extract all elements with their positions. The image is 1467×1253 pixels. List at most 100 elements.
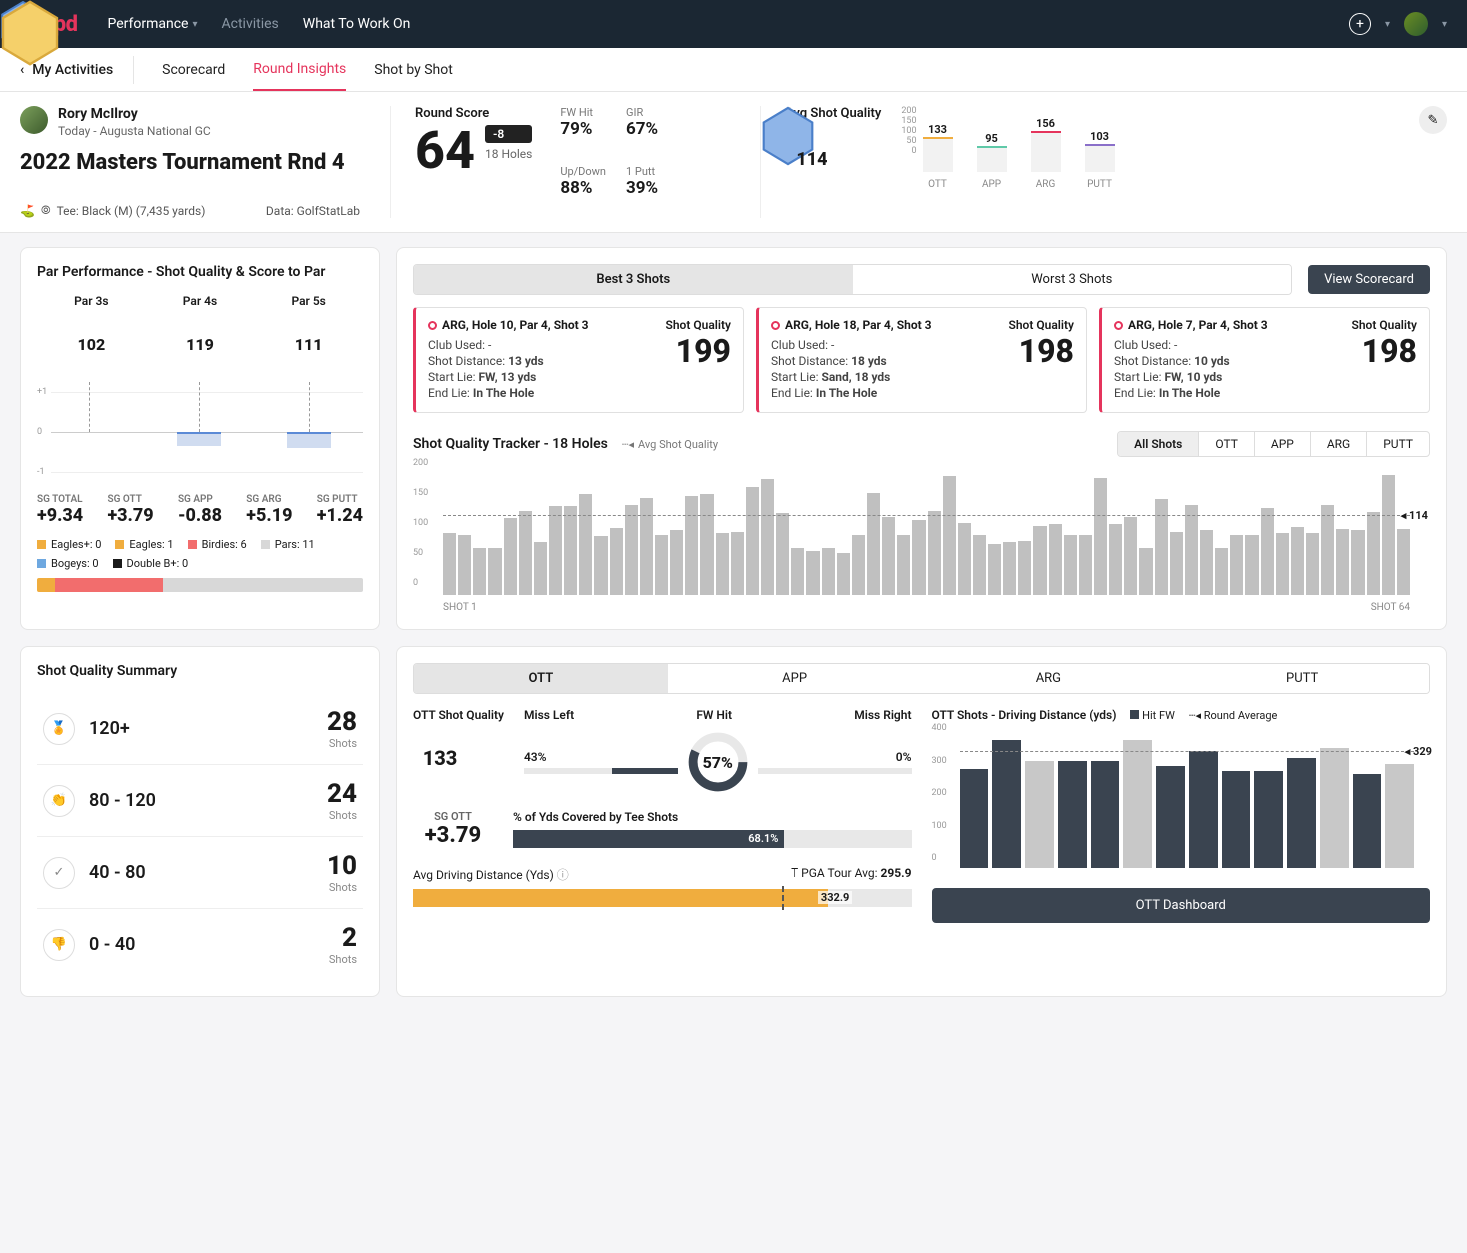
tracker-tab-arg[interactable]: ARG [1311,432,1367,456]
shot-quality-summary-panel: Shot Quality Summary 🏅120+28Shots👏80 - 1… [20,646,380,997]
par-chart: +10-1 [37,382,363,482]
shot-card[interactable]: ARG, Hole 10, Par 4, Shot 3Club Used: -S… [413,307,744,413]
tab-best-shots[interactable]: Best 3 Shots [414,265,853,294]
topbar-right: +▾ ▾ [1349,12,1447,36]
coverage-label: % of Yds Covered by Tee Shots [513,810,912,824]
ott-left-column: OTT Shot Quality 133 Miss Left FW Hit Mi… [413,708,912,923]
ott-dashboard-button[interactable]: OTT Dashboard [932,888,1431,923]
dd-chart: 4003002001000◂ 329 [932,728,1431,868]
ott-tab-app[interactable]: APP [668,664,922,693]
main-content: Par Performance - Shot Quality & Score t… [0,233,1467,1011]
tracker-tab-ott[interactable]: OTT [1199,432,1255,456]
miss-left-pct: 43% [524,750,678,764]
best-shots-panel: Best 3 Shots Worst 3 Shots View Scorecar… [396,247,1447,630]
miss-left-label: Miss Left [524,708,574,722]
nav-performance[interactable]: Performance ▾ [107,16,197,32]
sq-summary-row: 👏80 - 12024Shots [37,765,363,837]
round-score-value: 64 [415,125,475,177]
ott-tab-putt[interactable]: PUTT [1175,664,1429,693]
score-column: Round Score 64 -8 18 Holes FW Hit79% GIR… [390,106,730,218]
updown-label: Up/Down [560,165,606,178]
score-legend: Eagles+: 0Eagles: 1Birdies: 6Pars: 11Bog… [37,538,363,570]
edit-button[interactable]: ✎ [1419,106,1447,134]
par-performance-panel: Par Performance - Shot Quality & Score t… [20,247,380,630]
pga-avg-label: PGA Tour Avg: [801,866,877,880]
ott-panel: OTTAPPARGPUTT OTT Shot Quality 133 Miss … [396,646,1447,997]
fw-hit-pct: 57% [686,730,750,794]
ott-sq-label: OTT Shot Quality [413,708,504,722]
strokes-gained-row: SG TOTAL+9.34SG OTT+3.79SG APP-0.88SG AR… [37,494,363,526]
tee-info: Tee: Black (M) (7,435 yards) [57,204,206,218]
ott-tab-ott[interactable]: OTT [414,664,668,693]
nav-performance-label: Performance [107,16,188,32]
asq-chart: 133OTT95APP156ARG103PUTT [923,120,1115,190]
player-avatar [20,106,48,134]
gir-value: 67% [626,119,672,139]
fw-hit-value: 79% [560,119,606,139]
miss-right-label: Miss Right [854,708,911,722]
gir-label: GIR [626,106,672,119]
tracker-tab-all-shots[interactable]: All Shots [1118,432,1199,456]
tournament-title: 2022 Masters Tournament Rnd 4 [20,150,360,175]
avg-shot-quality-column: Avg Shot Quality 114 200150100500 133OTT… [760,106,1447,218]
shot-card[interactable]: ARG, Hole 18, Par 4, Shot 3Club Used: -S… [756,307,1087,413]
ott-right-column: OTT Shots - Driving Distance (yds) Hit F… [932,708,1431,923]
info-icon[interactable]: ⓘ [557,868,569,882]
round-avg-legend: Round Average [1204,709,1278,722]
topbar: clippd Performance ▾ Activities What To … [0,0,1467,48]
sg-ott-label: SG OTT [413,810,493,823]
shots-tabs: Best 3 Shots Worst 3 Shots [413,264,1292,295]
sq-summary-row: 👎0 - 402Shots [37,909,363,980]
player-name: Rory McIlroy [58,106,211,122]
tracker-chart: 200150100500◂ 114SHOT 1SHOT 64 [413,463,1430,613]
fw-hit-donut: 57% [686,730,750,794]
sg-ott-value: +3.79 [413,823,493,848]
tracker-tab-app[interactable]: APP [1255,432,1311,456]
ott-tabs: OTTAPPARGPUTT [413,663,1430,694]
tracker-avg-legend: Avg Shot Quality [638,438,718,451]
asq-hexagon: 114 [785,129,839,189]
ott-sq-value: 133 [423,746,458,770]
pga-avg-value: 295.9 [880,866,911,880]
drive-distance-label: Avg Driving Distance (Yds) [413,868,554,882]
subnav: ‹ My Activities Scorecard Round Insights… [0,48,1467,92]
updown-value: 88% [560,178,606,198]
round-stats-grid: FW Hit79% GIR67% Up/Down88% 1 Putt39% [560,106,671,218]
coverage-value: 68.1% [748,832,778,845]
tab-shot-by-shot[interactable]: Shot by Shot [374,50,453,90]
topnav: Performance ▾ Activities What To Work On [107,16,1348,32]
view-scorecard-button[interactable]: View Scorecard [1308,265,1430,294]
data-source: Data: GolfStatLab [266,204,360,218]
dd-chart-title: OTT Shots - Driving Distance (yds) [932,708,1117,722]
ott-tab-arg[interactable]: ARG [922,664,1176,693]
course-icon: ⦾ [41,203,51,218]
fw-hit-gauge-label: FW Hit [696,708,732,722]
hit-fw-legend: Hit FW [1142,709,1175,722]
tracker-tab-putt[interactable]: PUTT [1367,432,1429,456]
ott-hexagon: 133 [413,728,467,788]
tab-scorecard[interactable]: Scorecard [162,50,225,90]
chevron-down-icon: ▾ [192,19,197,30]
player-column: Rory McIlroy Today - Augusta National GC… [20,106,360,218]
nav-activities[interactable]: Activities [222,16,279,32]
tab-worst-shots[interactable]: Worst 3 Shots [853,265,1292,294]
shot-cards-container: ARG, Hole 10, Par 4, Shot 3Club Used: -S… [413,307,1430,413]
par-hex-row: Par 3s102Par 4s119Par 5s111 [37,294,363,374]
add-button[interactable]: + [1349,13,1371,35]
dash-icon: ┄◂ [622,438,634,451]
miss-right-pct: 0% [758,750,912,764]
sq-summary-title: Shot Quality Summary [37,663,363,679]
sq-summary-row: ✓40 - 8010Shots [37,837,363,909]
chevron-down-icon: ▾ [1385,19,1390,30]
player-subtitle: Today - Augusta National GC [58,124,211,138]
sq-summary-row: 🏅120+28Shots [37,693,363,765]
tab-round-insights[interactable]: Round Insights [253,49,346,91]
oneputt-label: 1 Putt [626,165,672,178]
user-avatar[interactable] [1404,12,1428,36]
drive-distance-bar: 332.9 [413,889,912,907]
asq-y-axis: 200150100500 [901,106,916,156]
drive-distance-value: 332.9 [818,891,852,904]
shot-card[interactable]: ARG, Hole 7, Par 4, Shot 3Club Used: -Sh… [1099,307,1430,413]
nav-what-to-work-on[interactable]: What To Work On [303,16,411,32]
score-distribution-bar [37,578,363,592]
